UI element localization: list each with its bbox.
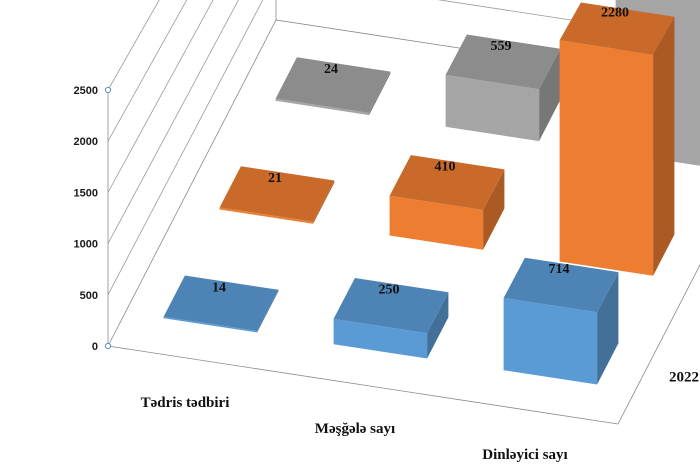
- y-axis-ticks: 0 500 1000 1500 2000 2500: [74, 85, 98, 353]
- bar-side-face: [427, 292, 449, 359]
- series-label: 2022: [669, 370, 699, 386]
- y-tick-label: 500: [80, 290, 98, 302]
- bar: [275, 57, 391, 116]
- y-tick-label: 0: [92, 341, 98, 353]
- bar-side-face: [653, 16, 675, 276]
- bar-top-face: [503, 257, 619, 313]
- bar-front-face: [275, 98, 370, 116]
- bar: [219, 166, 335, 224]
- data-label: 21: [268, 171, 282, 186]
- y-tick-label: 2000: [74, 136, 98, 148]
- bar-front-face: [559, 40, 654, 276]
- floor-front-edge: [107, 345, 619, 425]
- bar-top-face: [389, 155, 505, 210]
- data-label: 2280: [601, 6, 629, 21]
- bar: [559, 2, 675, 276]
- bar-front-face: [503, 298, 598, 385]
- bars-layer: [163, 0, 700, 385]
- gridline: [107, 0, 214, 193]
- data-label: 559: [491, 39, 512, 54]
- bar-side-face: [257, 289, 279, 333]
- bar-side-face: [597, 272, 619, 385]
- data-label: 14: [212, 280, 226, 295]
- bar-front-face: [219, 207, 314, 224]
- bar-front-face: [389, 195, 484, 250]
- bar-top-face: [559, 2, 675, 55]
- selection-handle: [104, 86, 112, 94]
- data-label: 250: [379, 283, 400, 298]
- axis-labels-layer: Tədris tədbiri Məşğələ sayı Dinləyici sayı…: [141, 370, 699, 463]
- selection-handle: [104, 342, 112, 350]
- category-label: Tədris tədbiri: [141, 395, 230, 411]
- floor-side-edge: [617, 264, 700, 425]
- data-labels-layer: 24559229521410228014250714: [212, 6, 629, 298]
- data-label: 24: [324, 62, 338, 77]
- bar-front-face: [163, 316, 258, 333]
- bar: [503, 257, 619, 385]
- data-label: 410: [435, 160, 456, 175]
- bar-side-face: [313, 180, 335, 224]
- bar-side-face: [369, 71, 391, 116]
- gridline: [107, 0, 239, 244]
- bar: [389, 155, 505, 250]
- bar: [333, 278, 449, 359]
- bar-side-face: [539, 48, 561, 142]
- category-label: Məşğələ sayı: [315, 421, 395, 437]
- bar: [163, 275, 279, 333]
- category-label: Dinləyici sayı: [482, 447, 567, 463]
- bar: [445, 34, 561, 142]
- y-tick-label: 1500: [74, 187, 98, 199]
- y-tick-label: 2500: [74, 85, 98, 97]
- gridline: [107, 0, 188, 142]
- bar-side-face: [483, 169, 505, 250]
- bar-front-face: [445, 74, 540, 142]
- bar-top-face: [219, 166, 335, 222]
- y-tick-label: 1000: [74, 239, 98, 251]
- data-label: 714: [549, 262, 570, 277]
- bar-top-face: [275, 57, 391, 113]
- bar-top-face: [163, 275, 279, 331]
- bar-front-face: [333, 318, 428, 359]
- bar-top-face: [445, 34, 561, 90]
- bar-top-face: [333, 278, 449, 334]
